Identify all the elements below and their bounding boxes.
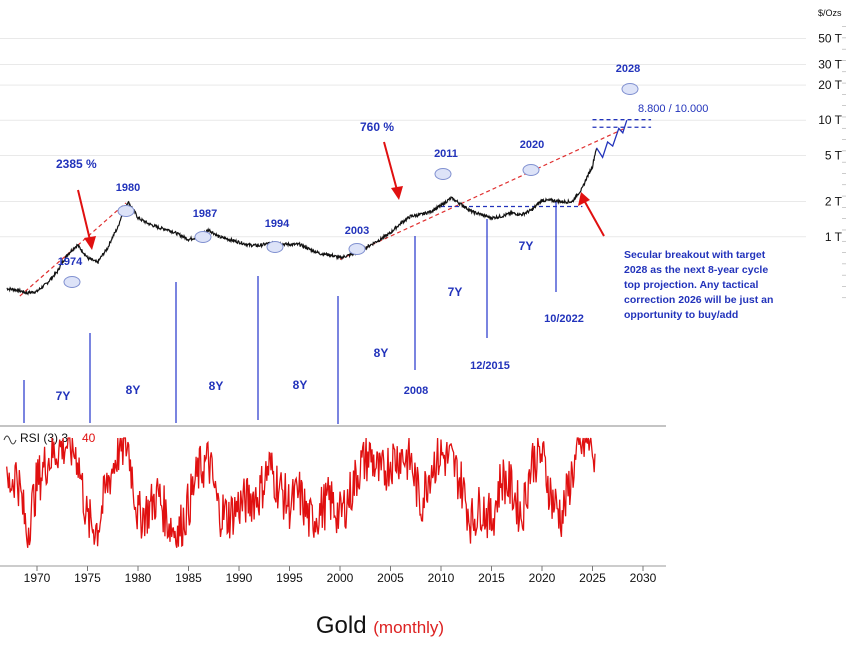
y-axis-panel — [806, 0, 850, 346]
rsi-label: RSI (3) 3 — [20, 431, 68, 445]
cycle-markers: 1974 1980 1987 1994 2003 2011 2020 2028 — [58, 63, 640, 288]
cycle-top-marker — [194, 231, 212, 243]
rsi-value: 40 — [82, 431, 96, 445]
cycle-year-label: 1974 — [58, 256, 83, 268]
trendline-2 — [339, 127, 627, 260]
projection-path — [595, 120, 628, 159]
rsi-series — [6, 437, 596, 548]
cycle-top-marker — [266, 241, 284, 253]
annotation-line: 2028 as the next 8-year cycle — [624, 264, 768, 276]
cycle-bottom-label: 12/2015 — [470, 360, 510, 372]
cycle-year-label: 2003 — [345, 225, 369, 237]
red-arrow-3 — [578, 192, 605, 237]
y-tick-label: 20 T — [818, 78, 842, 92]
annotation-line: Secular breakout with target — [624, 249, 766, 261]
x-tick-label: 1985 — [175, 571, 202, 585]
red-arrow-1 — [77, 189, 96, 250]
x-tick-label: 2025 — [579, 571, 606, 585]
x-tick-label: 2005 — [377, 571, 404, 585]
cycle-top-marker — [348, 243, 366, 255]
cycle-top-marker — [117, 205, 135, 217]
cycle-top-marker — [434, 168, 452, 180]
cycle-year-label: 1987 — [193, 208, 217, 220]
cycle-year-label: 1980 — [116, 182, 140, 194]
x-tick-label: 1970 — [24, 571, 51, 585]
cycle-year-label: 1994 — [265, 218, 290, 230]
cycle-top-marker — [621, 83, 639, 95]
annotation-line: correction 2026 will be just an — [624, 294, 773, 306]
red-arrow-2 — [383, 141, 403, 200]
y-tick-label: 30 T — [818, 58, 842, 72]
price-line — [6, 148, 598, 296]
chart-title: Gold — [315, 612, 367, 639]
rsi-icon — [3, 435, 17, 445]
grid-lines — [0, 38, 806, 238]
interval-label: 8Y — [209, 379, 224, 393]
cycle-bottom-label: 2008 — [404, 385, 428, 397]
interval-label: 8Y — [293, 378, 308, 392]
cycle-year-label: 2020 — [520, 139, 544, 151]
cycle-top-marker — [63, 276, 81, 288]
x-tick-label: 2015 — [478, 571, 505, 585]
x-tick-label: 1980 — [125, 571, 152, 585]
cycle-year-label: 2028 — [616, 63, 640, 75]
x-tick-label: 2000 — [327, 571, 354, 585]
annotation-line: opportunity to buy/add — [624, 309, 738, 321]
annotation-text: Secular breakout with target 2028 as the … — [624, 249, 773, 321]
chart-subtitle: (monthly) — [373, 618, 445, 637]
y-tick-label: 5 T — [825, 148, 843, 162]
cycle-vertical-lines: 7Y 8Y 8Y 8Y 8Y 7Y 7Y 2008 12/2015 10/2022 — [23, 202, 584, 424]
price-series — [6, 120, 628, 296]
interval-label: 7Y — [519, 239, 534, 253]
rsi-line — [6, 437, 596, 548]
x-tick-label: 1995 — [276, 571, 303, 585]
interval-label: 7Y — [56, 389, 71, 403]
target-label: 8.800 / 10.000 — [638, 103, 708, 115]
cycle-year-label: 2011 — [434, 148, 458, 160]
x-tick-label: 2030 — [630, 571, 657, 585]
y-axis: 50 T 30 T 20 T 10 T 5 T 2 T 1 T — [818, 26, 846, 299]
gain-label-1: 2385 % — [56, 157, 97, 171]
gain-label-2: 760 % — [360, 120, 394, 134]
cycle-bottom-label: 10/2022 — [544, 313, 584, 325]
y-tick-label: 10 T — [818, 113, 842, 127]
y-tick-label: 50 T — [818, 32, 842, 46]
x-tick-label: 1990 — [226, 571, 253, 585]
y-unit-label: $/Ozs — [818, 8, 842, 18]
y-tick-label: 1 T — [825, 230, 843, 244]
x-tick-label: 1975 — [74, 571, 101, 585]
annotation-line: top projection. Any tactical — [624, 279, 758, 291]
rsi-legend: RSI (3) 3 40 — [3, 431, 96, 445]
x-axis: 1970 1975 1980 1985 1990 1995 2000 2005 2010 2015… — [24, 566, 657, 585]
interval-label: 7Y — [448, 285, 463, 299]
x-tick-label: 2020 — [529, 571, 556, 585]
x-tick-label: 2010 — [428, 571, 455, 585]
chart-caption: Gold (monthly) — [0, 612, 760, 640]
cycle-top-marker — [522, 164, 540, 176]
interval-label: 8Y — [374, 346, 389, 360]
y-tick-label: 2 T — [825, 195, 843, 209]
interval-label: 8Y — [126, 383, 141, 397]
